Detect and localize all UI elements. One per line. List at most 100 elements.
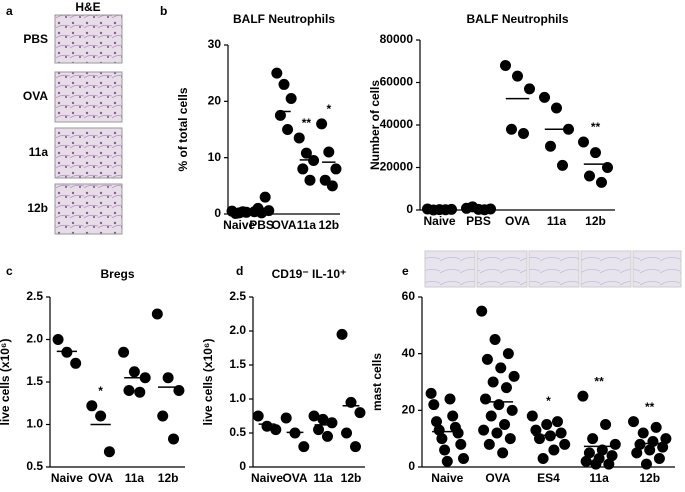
data-point: [293, 132, 305, 144]
x-tick-label: OVA: [88, 471, 113, 485]
data-point: [512, 70, 523, 82]
significance: **: [302, 116, 312, 130]
panel-title: H&E: [75, 0, 100, 14]
data-point: [555, 427, 567, 439]
data-point: [541, 419, 553, 430]
data-point: [326, 417, 338, 429]
y-axis-label: live cells (x10⁶): [0, 339, 12, 426]
data-point: [298, 441, 310, 453]
data-point: [502, 348, 514, 360]
chart-title: CD19⁻ IL-10⁺: [272, 267, 347, 281]
x-tick-label: OVA: [282, 471, 307, 485]
micrograph: [632, 250, 682, 288]
data-point: [578, 136, 589, 148]
data-point: [304, 174, 316, 186]
data-point: [650, 421, 662, 433]
y-tick-label: 80000: [380, 32, 414, 46]
data-point: [590, 458, 602, 470]
data-point: [123, 385, 135, 396]
data-point: [493, 399, 505, 411]
data-point: [431, 416, 443, 428]
data-point: [118, 346, 130, 358]
y-tick-label: 1.0: [26, 417, 43, 431]
micrograph: [54, 71, 123, 123]
data-point: [326, 180, 338, 192]
data-point: [274, 109, 286, 121]
data-point: [308, 410, 320, 422]
micrograph: [580, 250, 632, 288]
data-point: [506, 123, 517, 135]
y-axis-label: Number of cells: [368, 80, 382, 170]
y-axis-label: % of total cells: [176, 87, 190, 171]
data-point: [481, 353, 493, 365]
x-tick-label: Naive: [423, 214, 455, 228]
data-point: [545, 140, 556, 152]
data-point: [151, 308, 163, 320]
x-tick-label: 12b: [639, 471, 660, 485]
row-label: OVA: [23, 89, 48, 103]
data-point: [278, 78, 290, 90]
x-tick-label: 11a: [297, 218, 317, 232]
data-point: [590, 147, 601, 159]
x-tick-label: 12b: [341, 471, 362, 485]
data-point: [504, 433, 516, 445]
micrograph: [424, 250, 476, 288]
y-tick-label: 0: [406, 202, 413, 216]
panel-label: d: [236, 264, 243, 278]
data-point: [508, 370, 520, 382]
data-point: [548, 444, 560, 456]
data-point: [596, 176, 607, 188]
row-label: PBS: [23, 32, 48, 46]
data-point: [316, 118, 328, 130]
data-point: [95, 410, 107, 422]
x-tick-label: Naive: [223, 218, 255, 232]
data-point: [157, 410, 169, 422]
data-point: [506, 404, 518, 416]
row-label: 11a: [29, 145, 49, 159]
y-tick-label: 2.0: [26, 332, 43, 346]
data-point: [603, 458, 615, 470]
panel-label: c: [6, 264, 13, 278]
data-point: [653, 453, 665, 464]
data-point: [354, 407, 366, 419]
data-point: [660, 433, 672, 445]
data-point: [162, 372, 174, 384]
data-point: [631, 447, 643, 459]
y-tick-label: 0.5: [229, 425, 246, 439]
data-point: [452, 427, 464, 439]
data-point: [323, 146, 335, 158]
data-point: [134, 386, 146, 398]
data-point: [483, 438, 495, 450]
data-point: [341, 427, 353, 439]
chart-title: Bregs: [100, 267, 134, 281]
chart-title: BALF Neutrophils: [233, 12, 335, 26]
data-point: [330, 163, 342, 175]
data-point: [297, 163, 309, 175]
y-axis-label: live cells (x10⁶): [201, 339, 215, 426]
x-tick-label: 11a: [125, 471, 145, 485]
data-point: [428, 399, 440, 411]
data-point: [308, 154, 320, 166]
data-point: [270, 424, 282, 436]
significance: *: [326, 102, 331, 116]
y-tick-label: 1.0: [229, 391, 246, 405]
micrograph: [528, 250, 580, 288]
data-point: [499, 419, 511, 430]
data-point: [497, 447, 509, 459]
data-point: [500, 382, 512, 394]
y-tick-label: 20: [402, 403, 416, 417]
data-point: [489, 334, 501, 345]
data-point: [317, 413, 329, 425]
data-point: [577, 390, 589, 402]
data-point: [436, 433, 448, 445]
panel-label: b: [160, 4, 167, 18]
data-point: [596, 444, 608, 456]
data-point: [551, 416, 563, 428]
data-point: [86, 400, 98, 412]
chart-title: BALF Neutrophils: [467, 12, 569, 26]
data-point: [282, 124, 294, 135]
data-point: [478, 424, 490, 436]
y-tick-label: 2.5: [229, 289, 246, 303]
data-point: [467, 201, 478, 213]
